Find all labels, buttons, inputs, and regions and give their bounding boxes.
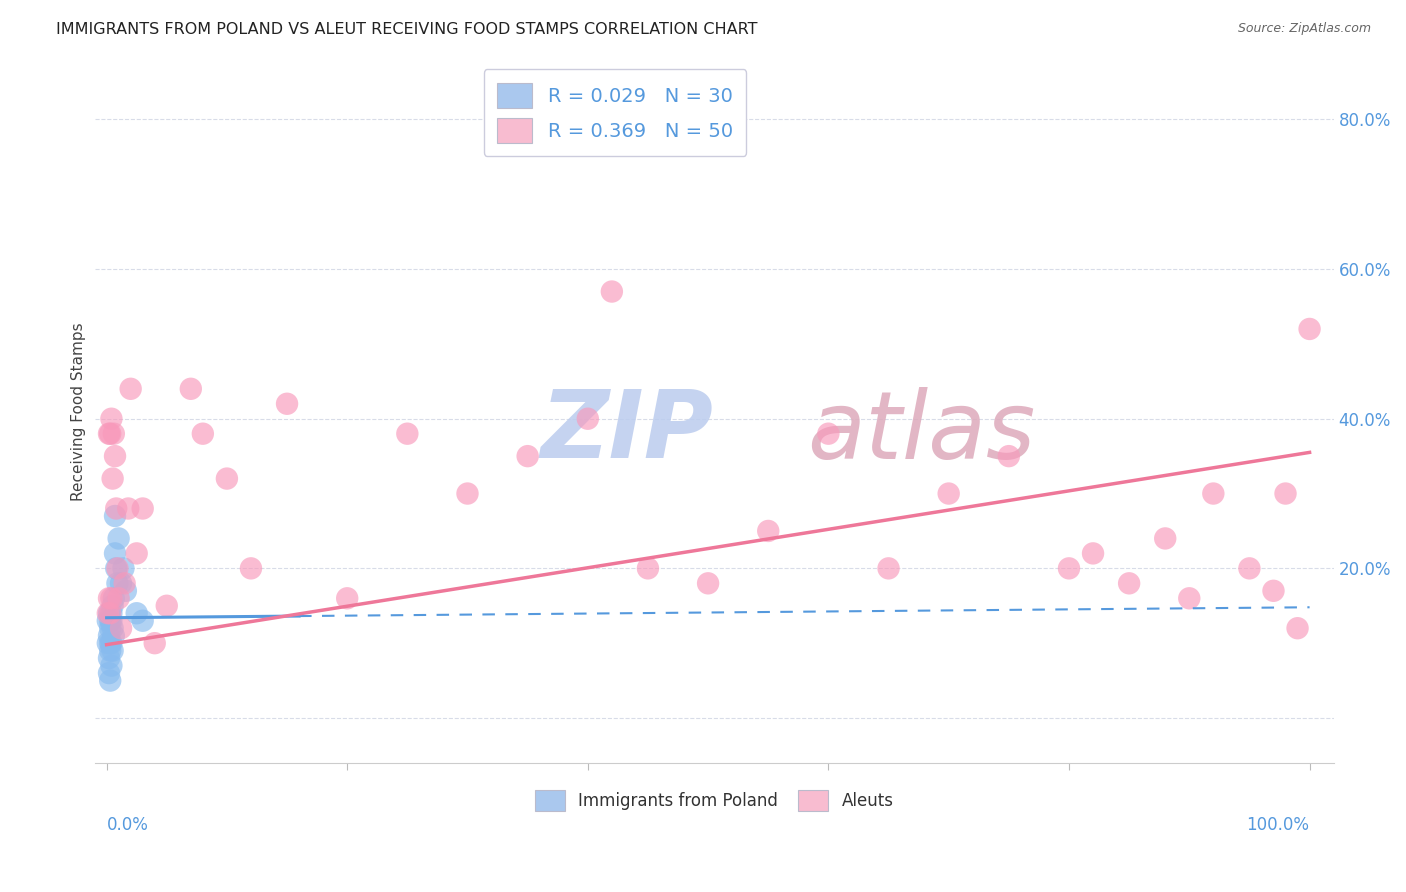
- Point: [131, 614, 153, 628]
- Point: [817, 426, 839, 441]
- Point: [98, 643, 121, 657]
- Point: [1286, 621, 1309, 635]
- Point: [110, 621, 132, 635]
- Point: [1202, 486, 1225, 500]
- Point: [103, 426, 125, 441]
- Point: [114, 576, 136, 591]
- Point: [156, 599, 179, 613]
- Point: [104, 449, 127, 463]
- Point: [576, 411, 599, 425]
- Point: [103, 629, 125, 643]
- Point: [98, 426, 121, 441]
- Point: [1081, 546, 1104, 560]
- Point: [98, 666, 121, 681]
- Point: [101, 643, 124, 657]
- Point: [107, 561, 129, 575]
- Point: [107, 576, 129, 591]
- Point: [215, 472, 238, 486]
- Point: [115, 583, 138, 598]
- Text: IMMIGRANTS FROM POLAND VS ALEUT RECEIVING FOOD STAMPS CORRELATION CHART: IMMIGRANTS FROM POLAND VS ALEUT RECEIVIN…: [56, 22, 758, 37]
- Point: [998, 449, 1021, 463]
- Point: [98, 651, 121, 665]
- Point: [457, 486, 479, 500]
- Point: [112, 561, 135, 575]
- Point: [396, 426, 419, 441]
- Point: [100, 411, 122, 425]
- Point: [125, 546, 148, 560]
- Point: [143, 636, 166, 650]
- Point: [98, 629, 121, 643]
- Point: [336, 591, 359, 606]
- Point: [104, 546, 127, 560]
- Point: [877, 561, 900, 575]
- Point: [125, 607, 148, 621]
- Text: ZIP: ZIP: [541, 386, 713, 478]
- Point: [101, 472, 124, 486]
- Point: [98, 591, 121, 606]
- Point: [600, 285, 623, 299]
- Legend: Immigrants from Poland, Aleuts: Immigrants from Poland, Aleuts: [529, 783, 900, 818]
- Text: 0.0%: 0.0%: [107, 815, 149, 834]
- Point: [105, 501, 128, 516]
- Text: Source: ZipAtlas.com: Source: ZipAtlas.com: [1237, 22, 1371, 36]
- Point: [100, 658, 122, 673]
- Point: [120, 382, 142, 396]
- Point: [1263, 583, 1285, 598]
- Point: [97, 614, 120, 628]
- Point: [98, 636, 121, 650]
- Point: [938, 486, 960, 500]
- Point: [180, 382, 202, 396]
- Point: [131, 501, 153, 516]
- Point: [97, 636, 120, 650]
- Point: [101, 599, 124, 613]
- Point: [1298, 322, 1320, 336]
- Point: [98, 607, 121, 621]
- Point: [107, 591, 129, 606]
- Point: [98, 426, 121, 441]
- Point: [239, 561, 262, 575]
- Point: [191, 426, 214, 441]
- Point: [105, 561, 128, 575]
- Point: [1118, 576, 1140, 591]
- Point: [101, 621, 124, 635]
- Point: [98, 607, 121, 621]
- Point: [97, 607, 120, 621]
- Point: [1274, 486, 1296, 500]
- Point: [1154, 532, 1177, 546]
- Point: [100, 607, 122, 621]
- Text: 100.0%: 100.0%: [1247, 815, 1309, 834]
- Point: [98, 673, 121, 688]
- Point: [98, 621, 121, 635]
- Point: [100, 614, 122, 628]
- Point: [516, 449, 538, 463]
- Point: [1057, 561, 1080, 575]
- Point: [697, 576, 720, 591]
- Point: [756, 524, 779, 538]
- Point: [104, 508, 127, 523]
- Point: [637, 561, 659, 575]
- Point: [100, 636, 122, 650]
- Point: [110, 576, 132, 591]
- Point: [103, 591, 125, 606]
- Point: [1178, 591, 1201, 606]
- Point: [107, 532, 129, 546]
- Point: [100, 591, 122, 606]
- Text: atlas: atlas: [807, 387, 1035, 478]
- Point: [1239, 561, 1261, 575]
- Point: [117, 501, 139, 516]
- Point: [276, 397, 298, 411]
- Point: [98, 614, 121, 628]
- Y-axis label: Receiving Food Stamps: Receiving Food Stamps: [72, 322, 86, 500]
